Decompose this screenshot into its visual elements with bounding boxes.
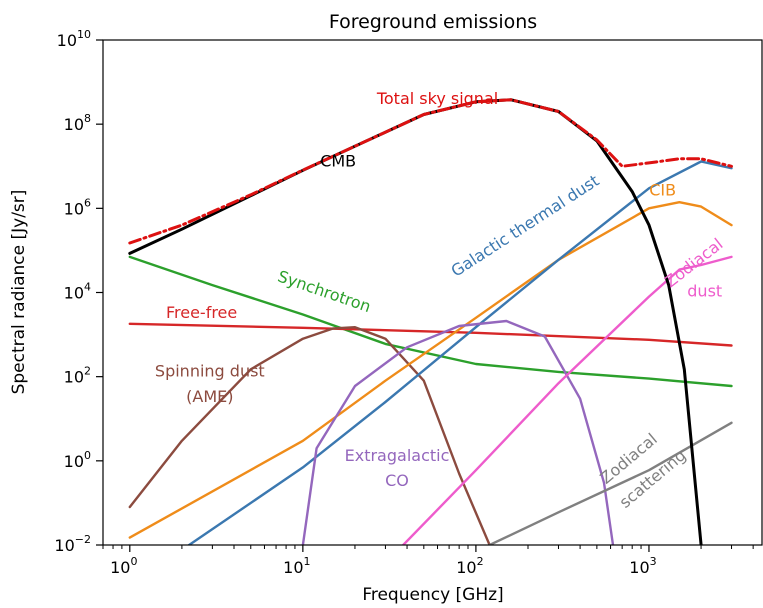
y-tick-exponent: 10 [77,28,91,41]
y-tick-base: 10 [64,452,84,471]
x-tick-exponent: 0 [130,555,137,568]
series-line-thermal-dust [187,160,733,545]
x-tick-label: 102 [456,555,483,577]
chart-title: Foreground emissions [329,11,537,33]
x-tick-base: 10 [629,558,649,577]
y-tick-exponent: −2 [75,533,91,546]
y-axis-label: Spectral radiance [Jy/sr] [9,190,29,395]
x-axis-label: Frequency [GHz] [362,585,503,605]
plot-area [128,98,733,545]
x-tick-base: 10 [110,558,130,577]
x-tick-exponent: 3 [650,555,657,568]
series-line-extragalactic-co [301,319,615,545]
series-label-synchrotron: Synchrotron [275,267,373,317]
y-tick-base: 10 [64,368,84,387]
x-tick-label: 101 [283,555,310,577]
y-tick-label: 104 [64,281,91,303]
series-label-cmb: CMB [320,151,356,170]
series-line-synchrotron [128,255,733,388]
series-line-total [128,98,733,245]
y-tick-label: 102 [64,365,91,387]
y-tick-exponent: 6 [84,196,91,209]
y-tick-label: 100 [64,449,91,471]
y-tick-base: 10 [64,199,84,218]
y-tick-label: 10−2 [54,533,91,555]
y-tick-base: 10 [64,115,84,134]
y-tick-exponent: 2 [84,365,91,378]
series-label-spinning-dust: Spinning dust [155,362,265,381]
y-tick-exponent: 8 [84,112,91,125]
x-tick-exponent: 2 [477,555,484,568]
series-label-cib: CIB [649,181,676,200]
series-line-free-free [128,322,733,347]
x-tick-exponent: 1 [304,555,311,568]
series-label-extragalactic-co: Extragalactic [345,446,450,465]
series-label-zodiacal-dust: dust [687,282,722,301]
y-tick-base: 10 [64,284,84,303]
y-tick-exponent: 4 [84,281,91,294]
x-tick-label: 100 [110,555,137,577]
series-lines [128,98,733,545]
series-label-total: Total sky signal [376,89,498,108]
series-line-spinning-dust [128,326,491,545]
y-tick-exponent: 0 [84,449,91,462]
y-tick-label: 108 [64,112,91,134]
y-tick-base: 10 [57,31,77,50]
series-line-zodiacal-dust [402,255,733,545]
y-tick-label: 1010 [57,28,91,50]
x-tick-base: 10 [456,558,476,577]
x-tick-base: 10 [283,558,303,577]
series-label-extragalactic-co: CO [385,471,409,490]
series-label-free-free: Free-free [166,303,237,322]
y-tick-label: 106 [64,196,91,218]
x-tick-label: 103 [629,555,656,577]
series-labels: Total sky signal CMB Galactic thermal dust… [155,89,727,512]
y-tick-base: 10 [54,536,74,555]
series-label-thermal-dust: Galactic thermal dust [448,171,603,281]
series-label-spinning-dust: (AME) [186,387,233,406]
